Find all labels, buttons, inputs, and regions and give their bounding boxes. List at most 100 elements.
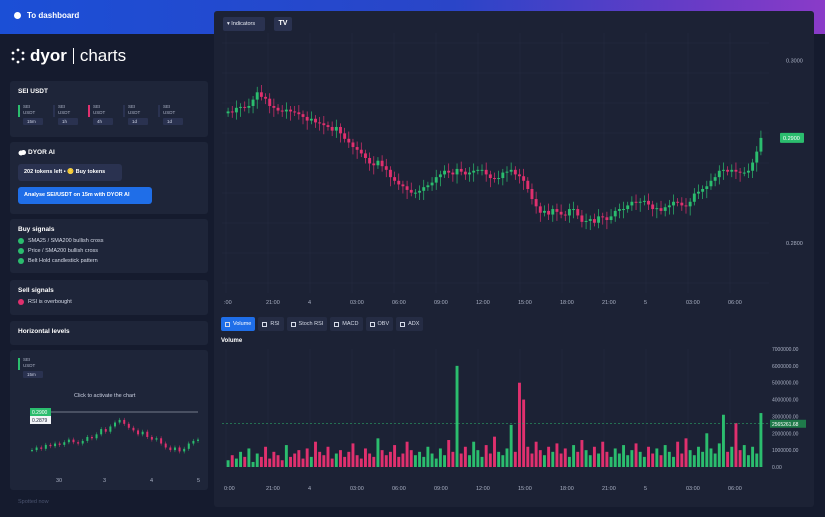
volume-bar [363, 448, 367, 467]
volume-bar [730, 446, 734, 467]
indicator-tab[interactable]: RSI [258, 317, 284, 331]
candle-body [734, 169, 738, 172]
volume-bar [630, 450, 634, 467]
indicator-tab[interactable]: MACD [330, 317, 363, 331]
candle-body [434, 177, 438, 183]
candle-body [518, 174, 521, 177]
volume-chart-svg[interactable]: 7000000.00 6000000.00 5000000.00 4000000.00… [214, 347, 814, 507]
candle-body [647, 200, 650, 205]
buy-signal-label: Price / SMA200 bullish cross [28, 248, 98, 254]
candle-body [592, 219, 596, 223]
volume-bar [405, 441, 409, 467]
mini-chart-card[interactable]: SEI USDT 15m 0.2900 0.2879 30 3 4 5 [10, 350, 208, 490]
volume-bar [622, 445, 626, 467]
volume-bar [268, 458, 272, 467]
candle-body [322, 123, 326, 126]
cloud-icon [18, 150, 26, 156]
indicators-label: Indicators [231, 21, 256, 27]
volume-bar [538, 450, 542, 467]
volume-bar [305, 448, 309, 467]
indicator-tab[interactable]: Volume [221, 317, 256, 331]
to-dashboard-link[interactable]: To dashboard [14, 11, 79, 20]
mini-x-tick: 30 [56, 478, 62, 484]
candle-body [438, 174, 442, 178]
volume-bar [251, 461, 255, 467]
mini-price-label-2: 0.2879 [32, 418, 48, 424]
volume-bar [738, 450, 742, 467]
candle-body [426, 185, 430, 188]
candle-body [642, 200, 646, 202]
candle-body [480, 169, 484, 171]
horizontal-levels-card[interactable]: Horizontal levels [10, 321, 208, 345]
analyse-button[interactable]: Analyse SEI/USDT on 15m with DYOR AI [18, 187, 152, 204]
timeframe-selector[interactable]: SEI USDT 15m [18, 103, 48, 129]
tradingview-button[interactable]: TV [274, 17, 292, 31]
indicator-tab[interactable]: ADX [396, 317, 424, 331]
timeframe-bar [88, 105, 90, 117]
candle-body [376, 160, 380, 166]
candle-body [667, 205, 671, 208]
volume-bar [663, 445, 667, 467]
volume-bar [634, 443, 638, 467]
sell-signal-icon [18, 299, 24, 305]
x-tick-label: 06:00 [392, 300, 406, 306]
volume-bar [559, 453, 563, 467]
volume-bar [272, 451, 276, 467]
candle-body [351, 142, 355, 148]
tokens-pill[interactable]: 202 tokens left • 🪙 Buy tokens [18, 164, 122, 181]
volume-bar [438, 448, 442, 467]
x-tick-label: 03:00 [350, 300, 364, 306]
volume-bar [505, 448, 509, 467]
volume-bar [655, 448, 659, 467]
to-dashboard-label: To dashboard [27, 11, 80, 20]
volume-bar [751, 446, 755, 467]
volume-bar [384, 455, 388, 467]
candle-body [513, 169, 517, 175]
timeframe-selector[interactable]: SEI USDT 4h [88, 103, 118, 129]
candle-body [605, 217, 609, 221]
indicator-tab[interactable]: OBV [365, 317, 394, 331]
volume-bar [293, 453, 297, 467]
volume-bar [355, 455, 359, 467]
buy-signals-card: Buy signals SMA25 / SMA200 bullish cross… [10, 219, 208, 273]
volume-bar [314, 441, 317, 467]
candle-body [430, 182, 434, 186]
volume-bar [280, 460, 284, 467]
timeframe-selector[interactable]: SEI USDT 1d [158, 103, 188, 129]
sell-signal-label: RSI is overbought [28, 299, 72, 305]
volume-y-tick: 6000000.00 [772, 364, 799, 370]
timeframe-selector[interactable]: SEI USDT 1d [123, 103, 153, 129]
timeframe-bar [123, 105, 125, 117]
buy-tokens-label: Buy tokens [75, 169, 106, 175]
buy-signal-icon [18, 248, 24, 254]
x-tick-label: 15:00 [518, 300, 532, 306]
volume-bar [672, 456, 675, 467]
activate-chart-hint[interactable]: Click to activate the chart [74, 393, 136, 399]
volume-x-tick: 15:00 [518, 486, 532, 492]
tradingview-icon: TV [278, 20, 288, 27]
volume-bar [413, 455, 417, 467]
candle-body [701, 189, 705, 192]
indicators-button[interactable]: ▾ Indicators [223, 17, 265, 31]
candle-body [726, 169, 730, 172]
volume-bar [567, 456, 571, 467]
volume-bar [422, 456, 426, 467]
timeframe-selector[interactable]: SEI USDT 1h [53, 103, 83, 129]
indicator-tab[interactable]: Stoch RSI [286, 317, 328, 331]
candle-body [243, 106, 247, 108]
price-chart-svg[interactable]: 0.3000 0.2800 0.2900:00 21:00 4 03:00 06:00 09:… [214, 11, 814, 311]
volume-bar [255, 453, 259, 467]
candle-body [326, 125, 330, 127]
volume-x-tick: 21:00 [602, 486, 616, 492]
buy-signal-item: SMA25 / SMA200 bullish cross [18, 238, 104, 244]
volume-bar [339, 450, 342, 467]
candle-body [472, 170, 476, 173]
volume-bar [334, 453, 338, 467]
volume-bar [501, 455, 505, 467]
candle-body [730, 169, 734, 172]
candle-body [751, 162, 755, 171]
candle-body [268, 98, 272, 106]
sell-signal-item: RSI is overbought [18, 299, 72, 305]
candle-body [534, 199, 538, 207]
candle-body [368, 157, 372, 164]
